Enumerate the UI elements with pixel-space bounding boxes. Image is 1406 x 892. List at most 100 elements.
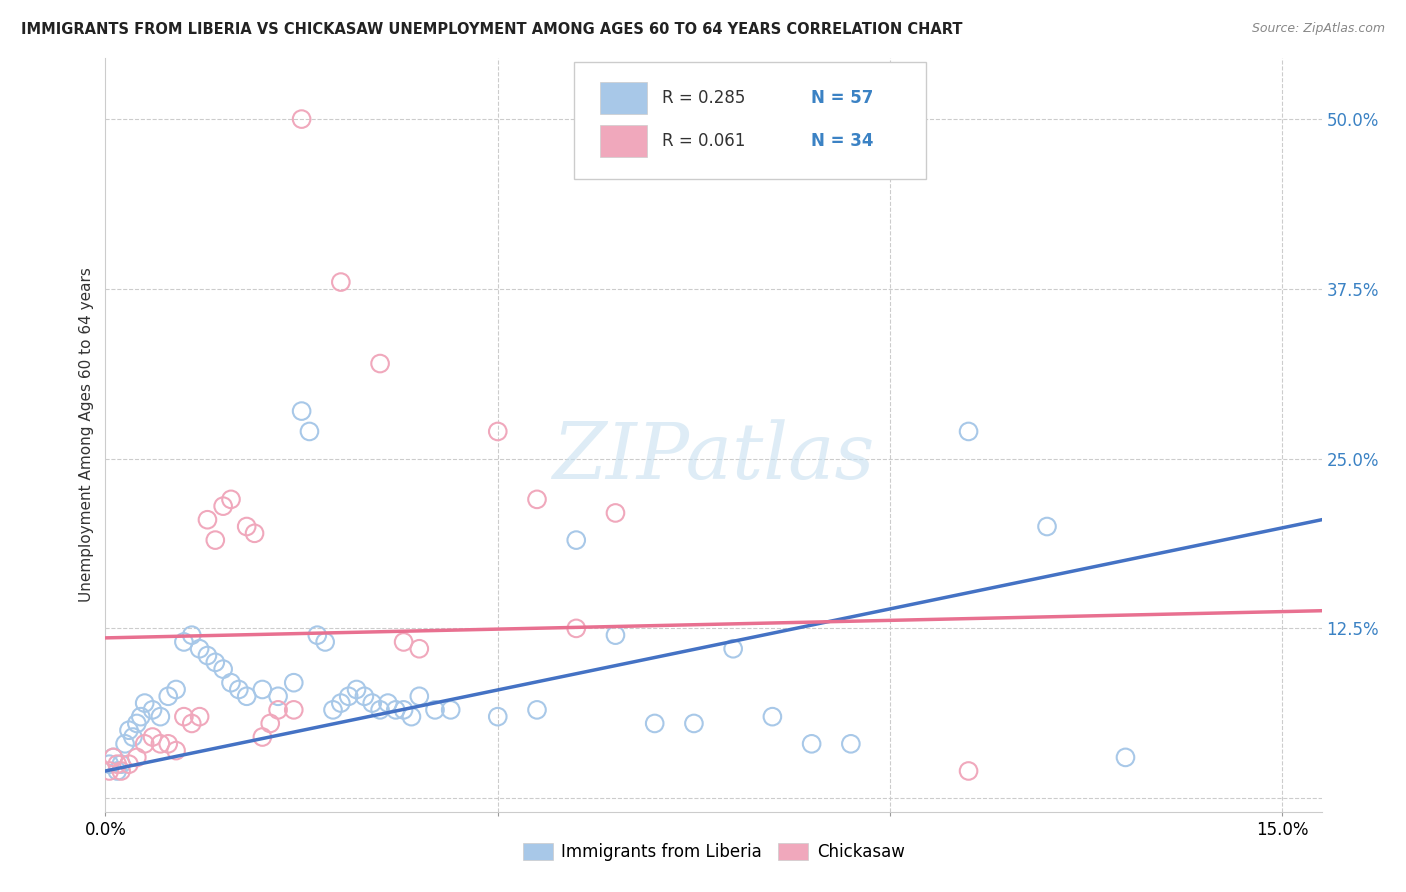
Point	[122, 730, 145, 744]
Point	[283, 675, 305, 690]
Text: ZIPatlas: ZIPatlas	[553, 419, 875, 496]
Point	[322, 703, 344, 717]
Point	[565, 621, 588, 635]
Point	[125, 750, 148, 764]
Point	[423, 703, 446, 717]
Point	[235, 690, 257, 704]
Point	[408, 641, 430, 656]
Point	[129, 709, 152, 723]
Point	[118, 757, 141, 772]
Point	[212, 499, 235, 513]
Point	[377, 696, 399, 710]
Point	[329, 696, 352, 710]
Point	[267, 703, 290, 717]
Point	[486, 425, 509, 439]
Point	[212, 662, 235, 676]
Point	[291, 404, 314, 418]
Point	[197, 513, 219, 527]
Point	[105, 764, 128, 778]
Text: R = 0.061: R = 0.061	[662, 132, 745, 150]
Text: R = 0.285: R = 0.285	[662, 89, 745, 107]
Text: N = 57: N = 57	[811, 89, 873, 107]
Point	[337, 690, 360, 704]
Point	[283, 703, 305, 717]
Point	[252, 682, 274, 697]
Point	[157, 737, 180, 751]
Point	[526, 492, 548, 507]
Point	[165, 743, 187, 757]
Point	[839, 737, 862, 751]
Point	[141, 730, 163, 744]
FancyBboxPatch shape	[600, 125, 647, 157]
Legend: Immigrants from Liberia, Chickasaw: Immigrants from Liberia, Chickasaw	[516, 836, 911, 867]
Point	[103, 750, 125, 764]
Point	[368, 357, 391, 371]
Point	[219, 675, 242, 690]
Point	[526, 703, 548, 717]
Point	[180, 628, 202, 642]
FancyBboxPatch shape	[600, 82, 647, 114]
Point	[110, 757, 132, 772]
Point	[180, 716, 202, 731]
Point	[173, 709, 195, 723]
Point	[165, 682, 187, 697]
Point	[197, 648, 219, 663]
Point	[125, 716, 148, 731]
Point	[384, 703, 406, 717]
Point	[188, 641, 211, 656]
Point	[110, 764, 132, 778]
Point	[114, 737, 136, 751]
FancyBboxPatch shape	[574, 62, 927, 178]
Point	[134, 696, 156, 710]
Point	[149, 709, 172, 723]
Point	[392, 635, 415, 649]
Point	[605, 628, 627, 642]
Point	[368, 703, 391, 717]
Point	[401, 709, 423, 723]
Point	[298, 425, 321, 439]
Point	[721, 641, 744, 656]
Point	[486, 709, 509, 723]
Point	[98, 764, 121, 778]
Point	[440, 703, 463, 717]
Point	[1036, 519, 1059, 533]
Point	[134, 737, 156, 751]
Point	[307, 628, 329, 642]
Text: IMMIGRANTS FROM LIBERIA VS CHICKASAW UNEMPLOYMENT AMONG AGES 60 TO 64 YEARS CORR: IMMIGRANTS FROM LIBERIA VS CHICKASAW UNE…	[21, 22, 963, 37]
Point	[219, 492, 242, 507]
Point	[361, 696, 384, 710]
Point	[235, 519, 257, 533]
Point	[228, 682, 250, 697]
Point	[267, 690, 290, 704]
Point	[105, 757, 128, 772]
Point	[408, 690, 430, 704]
Point	[188, 709, 211, 723]
Point	[103, 750, 125, 764]
Y-axis label: Unemployment Among Ages 60 to 64 years: Unemployment Among Ages 60 to 64 years	[79, 268, 94, 602]
Text: Source: ZipAtlas.com: Source: ZipAtlas.com	[1251, 22, 1385, 36]
Point	[605, 506, 627, 520]
Point	[1114, 750, 1136, 764]
Point	[291, 112, 314, 127]
Point	[761, 709, 783, 723]
Point	[157, 690, 180, 704]
Point	[800, 737, 823, 751]
Point	[957, 764, 980, 778]
Point	[957, 425, 980, 439]
Text: N = 34: N = 34	[811, 132, 873, 150]
Point	[243, 526, 266, 541]
Point	[353, 690, 375, 704]
Point	[392, 703, 415, 717]
Point	[204, 533, 226, 547]
Point	[149, 737, 172, 751]
Point	[173, 635, 195, 649]
Point	[683, 716, 706, 731]
Point	[329, 275, 352, 289]
Point	[141, 703, 163, 717]
Point	[565, 533, 588, 547]
Point	[346, 682, 368, 697]
Point	[314, 635, 336, 649]
Point	[252, 730, 274, 744]
Point	[118, 723, 141, 738]
Point	[644, 716, 666, 731]
